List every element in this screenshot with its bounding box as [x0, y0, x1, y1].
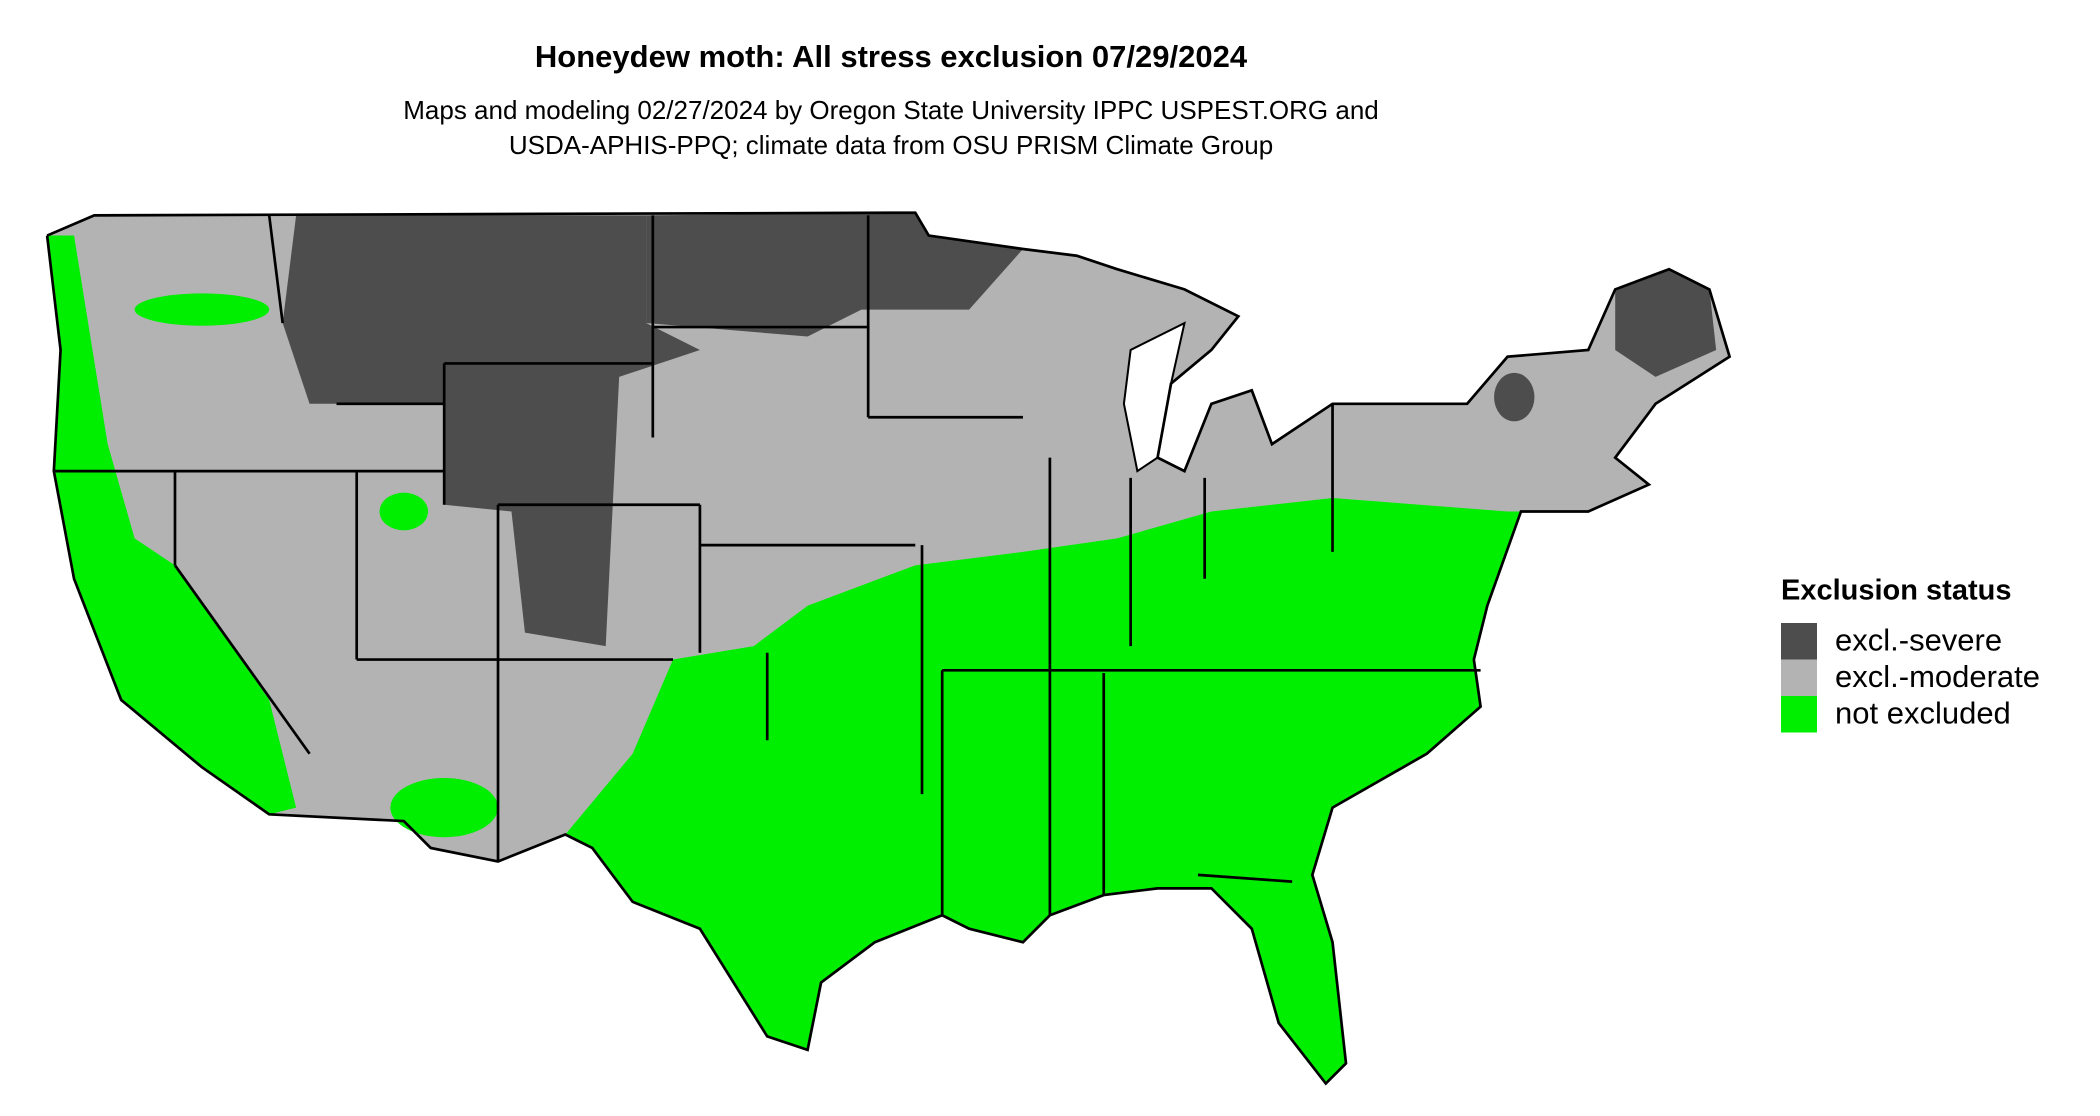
us-map — [45, 211, 1732, 1086]
region-severe — [282, 215, 700, 647]
region-not-excluded — [565, 498, 1521, 1084]
map-title: Honeydew moth: All stress exclusion 07/2… — [535, 39, 1248, 74]
state-borders — [45, 211, 1732, 1086]
region-severe — [1494, 372, 1535, 422]
legend-swatch — [1781, 659, 1817, 696]
legend-swatch — [1781, 623, 1817, 660]
region-severe — [646, 212, 1023, 337]
legend-label: excl.-severe — [1835, 622, 2002, 657]
region-not-excluded — [379, 492, 429, 531]
legend-swatch — [1781, 696, 1817, 733]
region-severe — [1615, 269, 1717, 377]
map-subtitle: Maps and modeling 02/27/2024 by Oregon S… — [403, 95, 1379, 125]
region-not-excluded — [134, 293, 270, 326]
legend-title: Exclusion status — [1781, 575, 2011, 607]
map-subtitle: USDA-APHIS-PPQ; climate data from OSU PR… — [509, 130, 1273, 160]
region-not-excluded — [390, 777, 499, 838]
legend-label: excl.-moderate — [1835, 659, 2040, 694]
legend-label: not excluded — [1835, 695, 2011, 730]
